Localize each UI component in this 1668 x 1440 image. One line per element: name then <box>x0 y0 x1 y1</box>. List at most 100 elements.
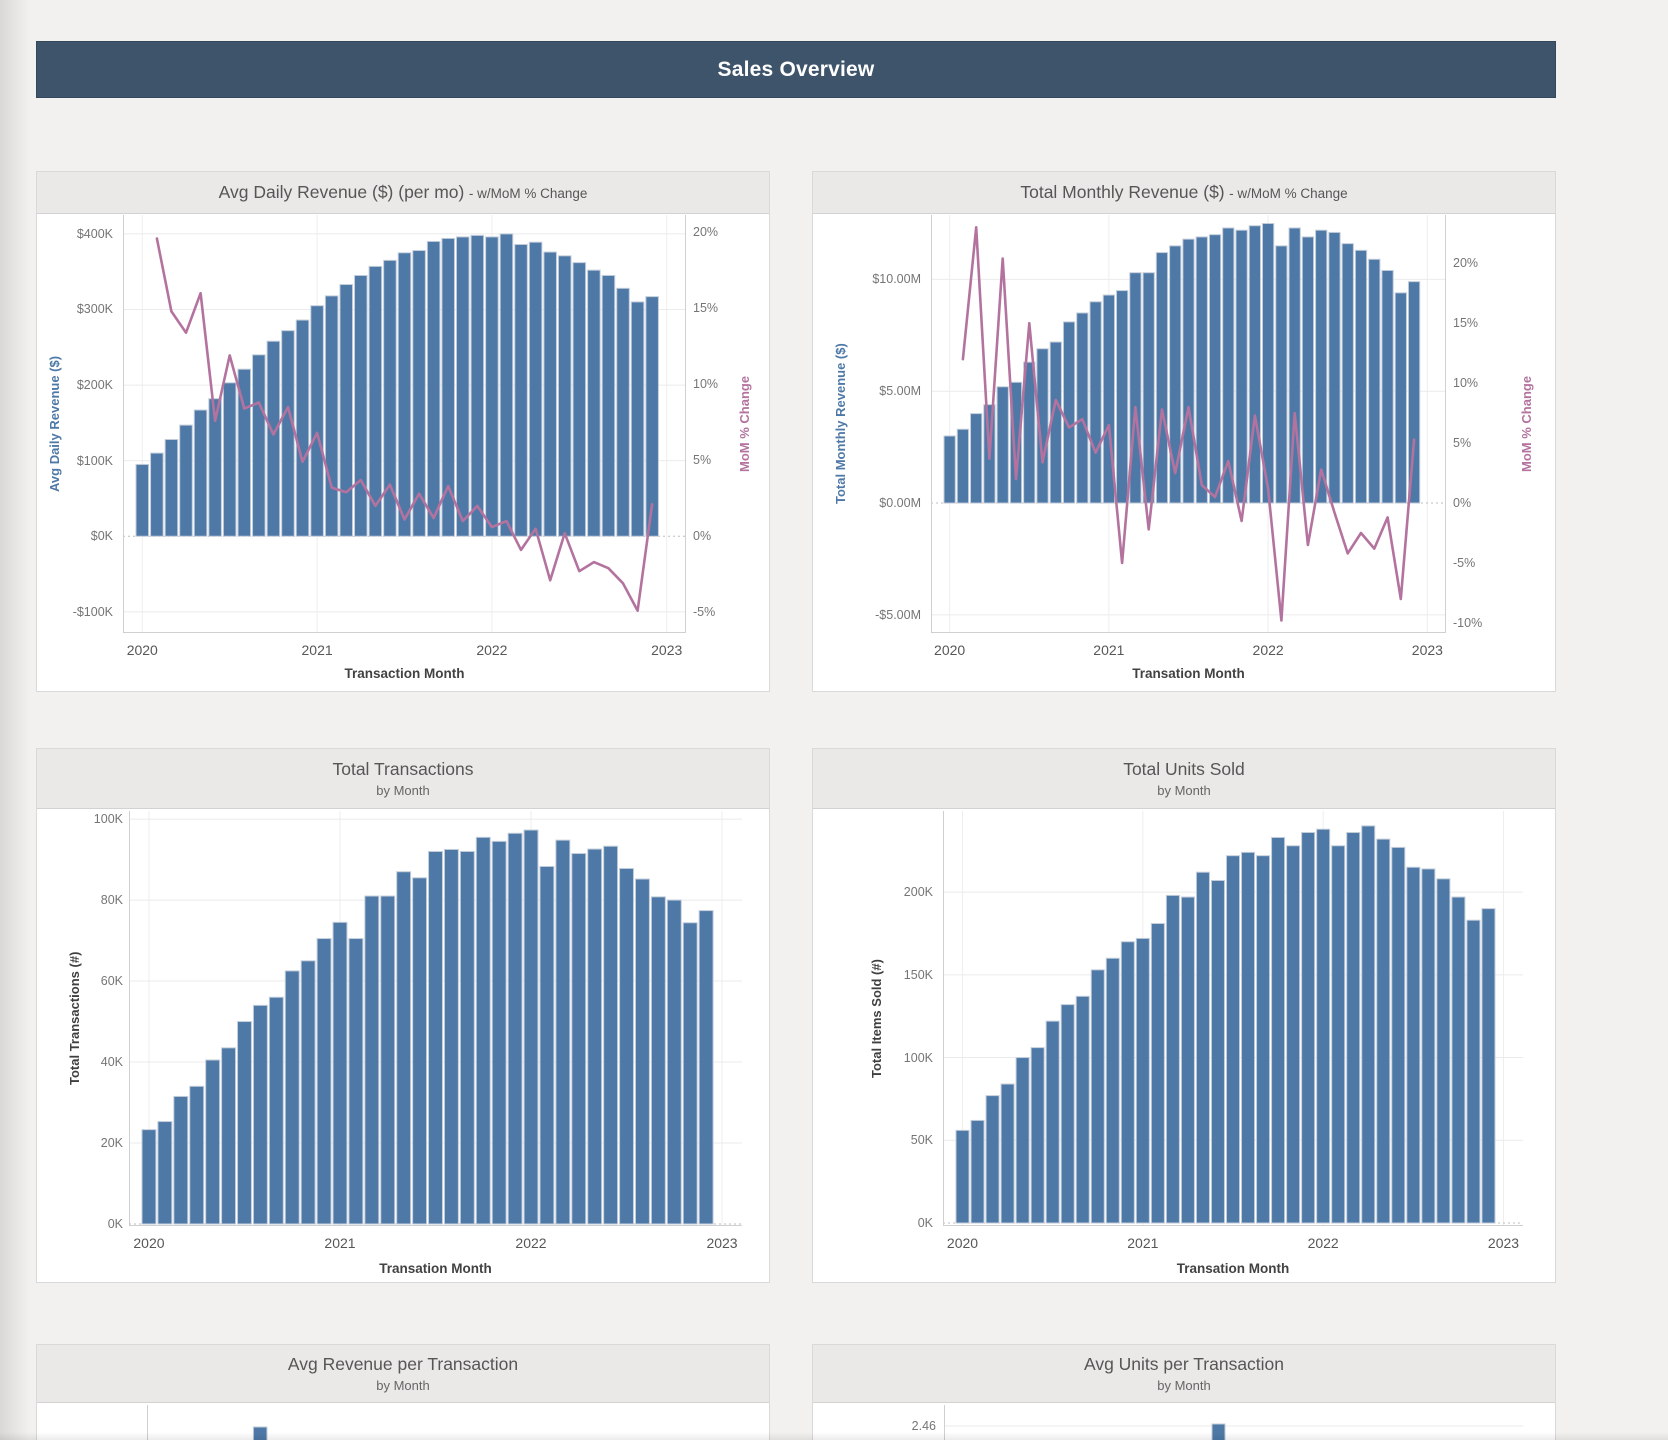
bar-month-11[interactable] <box>1089 301 1102 504</box>
bar-month-27[interactable] <box>528 241 543 537</box>
bar-month-35[interactable] <box>645 296 659 537</box>
bar-month-3[interactable] <box>1000 1083 1015 1224</box>
bar-month-23[interactable] <box>470 234 485 537</box>
bar-month-21[interactable] <box>1271 836 1286 1224</box>
bar-month-32[interactable] <box>650 896 666 1225</box>
bar-month-31[interactable] <box>1354 249 1368 504</box>
bar-month-10[interactable] <box>281 330 295 537</box>
chart-canvas-total-monthly-revenue[interactable] <box>931 215 1446 633</box>
bar-month-34[interactable] <box>1394 292 1407 504</box>
bar-month-1[interactable] <box>956 428 970 504</box>
bar-month-5[interactable] <box>221 1047 237 1225</box>
bar-month-26[interactable] <box>514 243 528 537</box>
bar-month-33[interactable] <box>666 899 682 1225</box>
bar-month-18[interactable] <box>1182 238 1195 504</box>
bar-month-9[interactable] <box>284 970 300 1225</box>
bar-month-33[interactable] <box>616 287 630 537</box>
chart-canvas-total-units-sold[interactable] <box>943 811 1523 1226</box>
bar-month-20[interactable] <box>1208 234 1222 504</box>
bar-month-6[interactable] <box>222 382 237 537</box>
bar-month-2[interactable] <box>164 438 179 537</box>
bar-month-16[interactable] <box>396 871 412 1225</box>
bar-month-29[interactable] <box>1391 846 1406 1224</box>
bar-month-2[interactable] <box>173 1095 189 1225</box>
bar-month-23[interactable] <box>1248 225 1261 504</box>
bar-month-10[interactable] <box>300 960 316 1225</box>
chart-canvas-avg-revenue-per-transaction[interactable] <box>147 1405 747 1440</box>
bar-month-22[interactable] <box>1286 845 1301 1224</box>
bar-month-6[interactable] <box>1023 361 1036 504</box>
bar-month-8[interactable] <box>268 996 284 1225</box>
mom-change-line[interactable] <box>155 237 654 613</box>
bar-month-25[interactable] <box>1275 245 1288 504</box>
bar-month-24[interactable] <box>523 829 539 1225</box>
bar-month-28[interactable] <box>1376 838 1391 1224</box>
bar-month-19[interactable] <box>412 250 426 537</box>
bar-month-11[interactable] <box>1120 941 1135 1224</box>
bar-month-26[interactable] <box>555 839 571 1225</box>
bar-month-30[interactable] <box>1406 866 1421 1224</box>
bar-month-9[interactable] <box>266 340 281 537</box>
bar-month-34[interactable] <box>682 922 698 1225</box>
bar-month-25[interactable] <box>1331 845 1346 1224</box>
bar-month-27[interactable] <box>1301 236 1315 504</box>
bar-month-24[interactable] <box>1261 222 1275 504</box>
bar-month-29[interactable] <box>603 845 619 1225</box>
bar-month-18[interactable] <box>397 252 412 537</box>
bar-month-12[interactable] <box>1135 937 1150 1224</box>
bar-month-6[interactable] <box>237 1021 252 1225</box>
bar-month-31[interactable] <box>1421 868 1436 1224</box>
bar-month-25[interactable] <box>499 233 514 537</box>
bar-month-24[interactable] <box>1316 828 1331 1224</box>
bar-month-21[interactable] <box>1222 227 1235 504</box>
bar-month-15[interactable] <box>1180 896 1195 1224</box>
bar-month-0[interactable] <box>141 1129 157 1225</box>
bar-month-17[interactable] <box>1210 879 1225 1224</box>
bar-month-19[interactable] <box>443 848 459 1225</box>
bar-month-5[interactable] <box>1009 381 1023 504</box>
bar-month-0[interactable] <box>135 463 150 537</box>
bar-month-32[interactable] <box>1368 258 1381 504</box>
bar-month-9[interactable] <box>1090 969 1105 1224</box>
bar-month-0[interactable] <box>943 435 956 504</box>
bar-month-18[interactable] <box>428 850 443 1225</box>
bar-month-7[interactable] <box>1060 1004 1075 1224</box>
bar-month-5[interactable] <box>208 398 222 537</box>
bar-month-4[interactable] <box>193 409 208 537</box>
bar-month-20[interactable] <box>1256 855 1271 1224</box>
bar-month-22[interactable] <box>1235 229 1248 504</box>
bar-month-3[interactable] <box>189 1085 205 1225</box>
bar-month-17[interactable] <box>1169 245 1182 504</box>
bar-month-15[interactable] <box>354 274 368 537</box>
bar-month-35[interactable] <box>1481 908 1496 1224</box>
bar-month-14[interactable] <box>364 895 380 1225</box>
bar-month-19[interactable] <box>1195 236 1208 504</box>
bar-month-15[interactable] <box>1142 272 1155 504</box>
bar-month-35[interactable] <box>1407 281 1421 504</box>
bar-month-26[interactable] <box>1346 832 1361 1224</box>
bar-month-29[interactable] <box>1328 231 1341 504</box>
bar-month-30[interactable] <box>1341 243 1354 504</box>
bar-fragment[interactable] <box>252 1426 268 1440</box>
chart-canvas-avg-units-per-transaction[interactable] <box>944 1405 1523 1440</box>
bar-month-8[interactable] <box>1075 995 1090 1224</box>
bar-month-4[interactable] <box>205 1059 221 1225</box>
bar-month-34[interactable] <box>1466 919 1481 1224</box>
bar-month-33[interactable] <box>1381 269 1394 504</box>
bar-month-4[interactable] <box>996 386 1009 504</box>
bar-month-13[interactable] <box>1116 290 1129 504</box>
bar-month-0[interactable] <box>955 1129 970 1224</box>
bar-month-24[interactable] <box>485 236 499 537</box>
bar-month-23[interactable] <box>507 832 523 1225</box>
bar-month-28[interactable] <box>587 848 603 1225</box>
bar-month-31[interactable] <box>587 269 601 537</box>
bar-month-14[interactable] <box>339 284 354 537</box>
bar-month-12[interactable] <box>310 305 324 537</box>
bar-month-30[interactable] <box>619 867 634 1225</box>
bar-month-32[interactable] <box>601 274 616 537</box>
bar-month-18[interactable] <box>1225 855 1241 1224</box>
bar-month-23[interactable] <box>1301 832 1316 1224</box>
bar-month-27[interactable] <box>1361 825 1376 1224</box>
bar-month-13[interactable] <box>1150 923 1165 1224</box>
bar-month-20[interactable] <box>426 240 441 537</box>
